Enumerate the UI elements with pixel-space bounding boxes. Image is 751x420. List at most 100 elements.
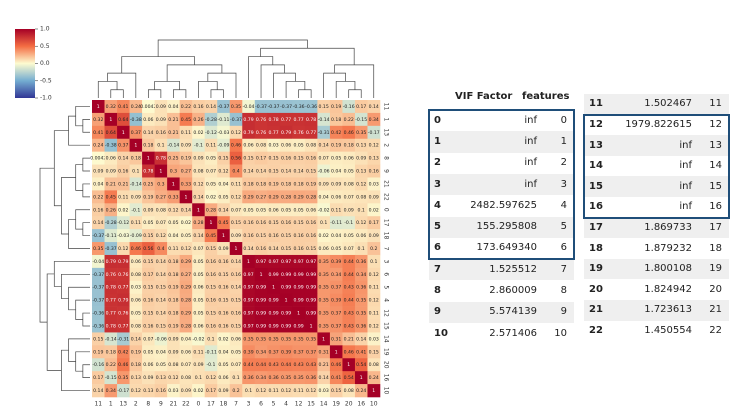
cell-label: 0.77 [118,285,128,291]
heatmap-cell [154,306,168,320]
cell-label: 0.15 [93,336,103,342]
cell-label: 1 [222,233,225,239]
cell-label: 0.12 [168,207,178,213]
heatmap-cell [104,177,118,191]
cell-label: 1 [172,181,175,187]
heatmap-cell [279,229,293,243]
heatmap-cell [279,216,293,230]
heatmap-cell [142,254,155,269]
cell-label: 0.09 [356,156,366,162]
heatmap-cell [254,332,268,346]
heatmap-cell [254,164,268,178]
y-tick-label: 10 [383,387,390,395]
cell-label: 0.3 [157,181,164,187]
dendrogram-top [147,89,162,98]
heatmap-cell [267,164,281,178]
cell-label: -0.02 [192,336,204,342]
y-tick-label: 11 [383,103,390,111]
heatmap-cell [204,125,218,140]
cell-label: 0.11 [369,311,379,317]
heatmap-cell [279,332,293,346]
heatmap-cell [292,203,306,217]
heatmap-cell [154,358,168,372]
heatmap-cell [129,280,143,294]
heatmap-cell [117,216,130,230]
vif-value: 1.450554 [644,324,692,336]
cell-label: 0.06 [193,323,203,329]
dendrogram-top [207,72,237,98]
heatmap-cell [154,371,168,385]
heatmap-cell [179,216,193,230]
cell-label: 0.14 [181,207,191,213]
heatmap-cell [179,319,193,333]
x-tick-label: 13 [119,401,127,408]
x-tick-label: 21 [170,401,178,408]
heatmap-cell [217,216,231,230]
cell-label: 0.17 [206,388,216,394]
cell-label: 0.09 [369,233,379,239]
heatmap-cell [117,229,130,243]
heatmap-cell [229,358,243,372]
cell-label: 0.05 [193,298,203,304]
heatmap-cell [242,384,256,398]
cell-label: -0.17 [368,130,380,136]
heatmap-cell [329,112,343,127]
cell-label: 0.05 [156,362,166,368]
feature-value: 4 [560,199,567,211]
cell-label: 1 [347,362,350,368]
cell-label: 0.15 [281,233,291,239]
y-tick-label: 8 [383,156,390,160]
cell-label: 0.29 [181,311,191,317]
heatmap-cell [179,203,193,217]
cell-label: 0.15 [331,388,341,394]
cell-label: 0.05 [206,156,216,162]
heatmap-cell [179,280,193,294]
heatmap-cell [217,332,231,346]
cell-label: -0.06 [155,336,167,342]
cell-label: -0.37 [230,117,242,123]
y-tick-label: 0 [383,208,390,212]
heatmap-cell [242,216,256,230]
heatmap-cell [329,164,343,178]
cell-label: 0.16 [143,298,153,304]
heatmap-cell [192,203,205,217]
cell-label: 0.17 [93,375,103,381]
heatmap-cell [242,229,256,243]
y-tick-label: 14 [383,335,390,343]
vif-value: inf [679,180,692,192]
y-tick-label: 15 [383,322,390,330]
row-index: 8 [434,285,441,297]
heatmap-cell [192,164,205,178]
cell-label: 0.07 [143,336,153,342]
cell-label: 0.45 [181,117,191,123]
cell-label: 0.37 [306,349,316,355]
cell-label: 0.06 [131,298,141,304]
heatmap-cell [204,151,218,165]
heatmap-cell [92,216,105,230]
heatmap-cell [179,371,193,385]
heatmap-cell [129,216,143,230]
cell-label: -0.1 [206,362,215,368]
heatmap-cell [204,384,218,398]
heatmap-cell [217,177,231,191]
cell-label: 0.77 [268,130,278,136]
y-tick-label: 21 [383,180,390,188]
heatmap-cell [304,125,318,140]
cell-label: -0.15 [355,117,367,123]
cell-label: 0.77 [293,117,303,123]
heatmap-cell [242,306,256,320]
heatmap-cell [229,306,243,320]
cell-label: 0.14 [256,169,266,175]
cell-label: 0.05 [243,207,253,213]
heatmap-cell [367,216,381,230]
row-index: 13 [589,139,603,151]
cell-label: 0.06 [344,156,354,162]
cell-label: 0.12 [306,388,316,394]
cell-label: 0.24 [93,143,103,149]
heatmap-cell [192,267,205,282]
cell-label: 0.14 [268,246,278,252]
heatmap-cell [229,384,243,398]
heatmap-cell [154,138,168,152]
vif-value: 1.800108 [644,263,692,275]
